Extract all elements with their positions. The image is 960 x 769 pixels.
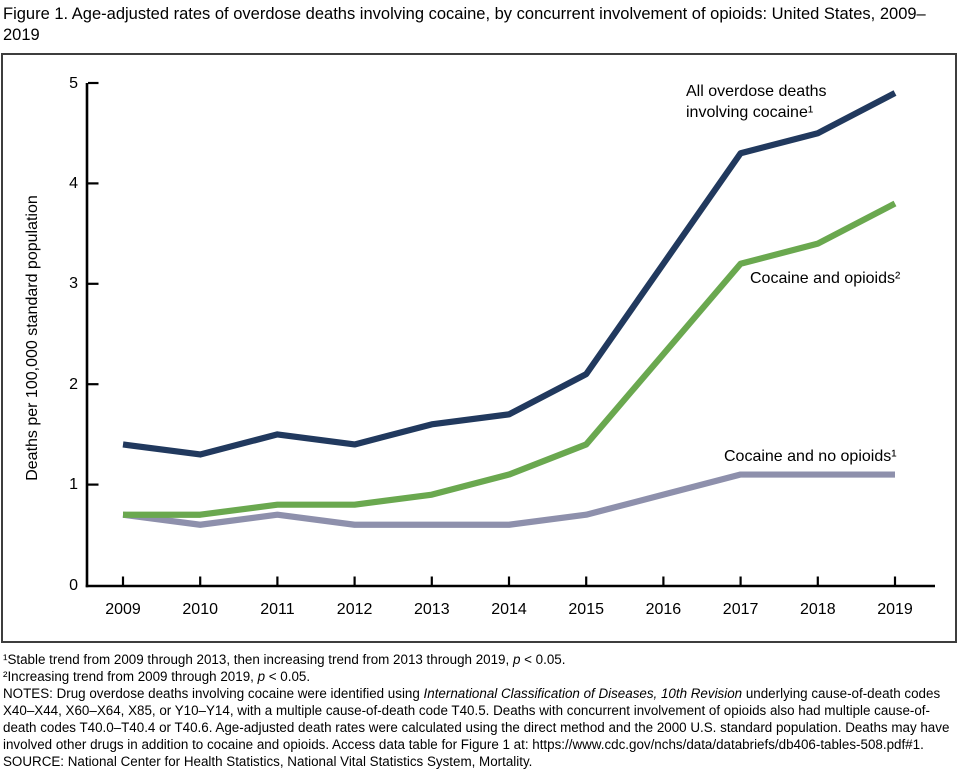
x-tick-label: 2018 [800,601,836,618]
footnote-notes: NOTES: Drug overdose deaths involving co… [3,686,950,752]
x-tick-label: 2009 [105,601,141,618]
footnote-2: ²Increasing trend from 2009 through 2019… [3,669,311,684]
x-tick-label: 2016 [645,601,682,618]
x-tick-label: 2014 [491,601,527,618]
y-tick-label: 1 [69,476,78,494]
y-tick-label: 3 [69,275,78,293]
x-tick-label: 2019 [877,601,913,618]
series-label-cocaine-and-opioids: Cocaine and opioids² [750,270,901,287]
footnotes: ¹Stable trend from 2009 through 2013, th… [3,651,955,769]
x-tick-label: 2013 [414,601,450,618]
y-tick-label: 4 [69,174,78,192]
y-tick-label: 5 [69,74,78,92]
x-tick-label: 2017 [722,601,759,618]
x-tick-label: 2011 [260,601,295,618]
y-axis-title: Deaths per 100,000 standard population [24,195,41,481]
figure-title: Figure 1. Age-adjusted rates of overdose… [3,5,926,44]
footnote-source: SOURCE: National Center for Health Stati… [3,754,533,769]
series-label-all-cocaine: All overdose deaths involving cocaine¹ [686,83,827,121]
chart-frame [1,53,957,643]
series-label-cocaine-and-no-opioids: Cocaine and no opioids¹ [724,448,897,465]
footnote-1: ¹Stable trend from 2009 through 2013, th… [3,652,566,667]
x-tick-label: 2015 [568,601,604,618]
x-tick-label: 2012 [336,601,373,618]
y-tick-label: 2 [69,375,78,393]
x-tick-label: 2010 [182,601,218,618]
y-tick-label: 0 [69,576,78,594]
